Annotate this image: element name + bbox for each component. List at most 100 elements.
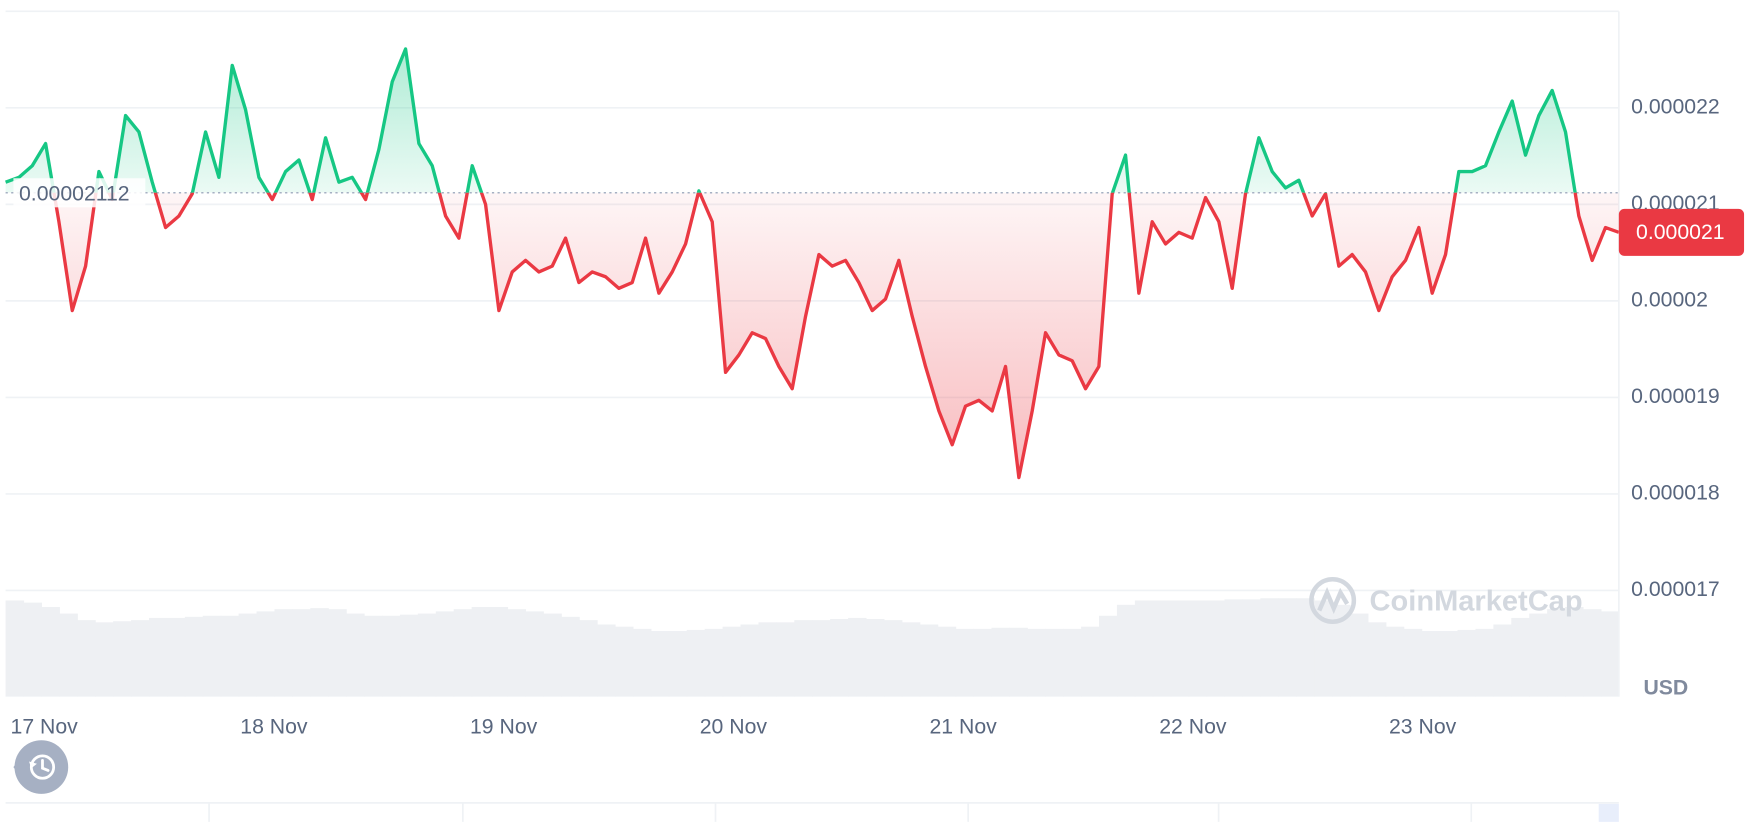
volume-bar [1134, 600, 1154, 697]
volume-bar [1439, 631, 1459, 697]
volume-bar [220, 615, 240, 697]
volume-bar [883, 620, 903, 697]
volume-bar [615, 626, 634, 697]
label-layer: 0.000017 0.000018 0.000019 0.00002 0.000021 0… [11, 94, 1745, 739]
x-tick-label: 23 Nov [1389, 715, 1457, 739]
volume-bar [704, 628, 724, 697]
volume-bar [1493, 624, 1512, 697]
volume-bar [41, 607, 60, 697]
volume-bar [489, 607, 509, 697]
volume-bar [274, 609, 293, 697]
volume-bar [346, 613, 365, 697]
volume-bar [937, 626, 957, 697]
volume-bar [794, 620, 813, 697]
volume-bar [399, 614, 419, 697]
volume-bar [525, 611, 544, 697]
volume-bar [1403, 628, 1423, 697]
volume-bar [1188, 600, 1208, 697]
volume-bar [955, 628, 975, 697]
volume-bar [1260, 598, 1279, 697]
volume-bar [471, 607, 491, 697]
volume-bar [901, 622, 921, 697]
volume-bar [184, 616, 204, 697]
volume-bar [1314, 600, 1333, 697]
volume-bar [1349, 613, 1369, 697]
volume-bar [632, 628, 652, 697]
volume-bar [113, 621, 132, 697]
price-tag [1618, 208, 1745, 256]
volume-bar [1511, 617, 1530, 697]
volume-bar [23, 602, 42, 697]
volume-bar [776, 622, 795, 697]
volume-bar [59, 613, 78, 697]
volume-bar [1385, 626, 1405, 697]
volume-bar [364, 615, 383, 697]
volume-bar [1565, 607, 1584, 697]
volume-bar [1529, 613, 1548, 697]
volume-bar [1600, 611, 1620, 697]
x-tick-label: 17 Nov [11, 715, 79, 739]
volume-bar [668, 631, 688, 697]
x-tick-label: 20 Nov [700, 715, 768, 739]
volume-bar [848, 617, 867, 697]
volume-bar [1367, 622, 1387, 697]
baseline-label-bg [13, 178, 146, 208]
volume-bar [1421, 631, 1441, 697]
y-tick-label: 0.000022 [1631, 94, 1720, 118]
volume-bar [686, 629, 706, 697]
volume-bar [131, 620, 150, 697]
volume-bar [1045, 628, 1064, 697]
area-up [5, 48, 1619, 193]
volume-bar [1457, 629, 1477, 697]
volume-bar [292, 609, 311, 697]
volume-bar [5, 600, 25, 697]
volume-bar [166, 617, 186, 697]
volume-bar [1582, 609, 1602, 697]
history-button[interactable] [13, 740, 69, 794]
volume-bar [1475, 628, 1494, 697]
volume-bar [95, 622, 114, 697]
volume-bar [1206, 600, 1226, 697]
volume-bar [453, 609, 473, 697]
volume-bar [77, 620, 96, 697]
y-tick-label: 0.00002 [1631, 288, 1708, 312]
y-tick-label: 0.000017 [1631, 577, 1720, 601]
volume-bar [722, 626, 742, 697]
volume-bar [597, 624, 616, 697]
volume-bar [758, 622, 777, 697]
price-tag-label: 0.000021 [1636, 220, 1725, 244]
volume-bar [1009, 627, 1028, 697]
volume-bar [1332, 604, 1351, 697]
volume-bar [1278, 598, 1297, 697]
volume-bar [1296, 598, 1315, 697]
volume-bar [1027, 628, 1046, 697]
y-tick-label: 0.000019 [1631, 384, 1720, 408]
volume-bar [202, 615, 222, 697]
x-tick-label: 22 Nov [1159, 715, 1227, 739]
volume-bar [1547, 609, 1566, 697]
volume-bar [1116, 604, 1136, 697]
range-handle[interactable] [1598, 803, 1619, 822]
volume-bar [417, 613, 437, 697]
volume-bar [865, 619, 885, 697]
x-tick-label: 18 Nov [240, 715, 308, 739]
volume-bar [561, 616, 580, 697]
volume-bar [973, 628, 993, 697]
volume-bar [1224, 599, 1243, 697]
y-tick-label: 0.000018 [1631, 481, 1720, 505]
volume-bar [740, 624, 759, 697]
baseline-label: 0.00002112 [19, 182, 130, 206]
x-tick-label: 21 Nov [930, 715, 998, 739]
volume-bar [919, 624, 939, 697]
volume-bar [238, 613, 258, 697]
watermark: CoinMarketCap [1370, 585, 1583, 617]
volume-bar [812, 620, 831, 697]
volume-bar [1242, 599, 1261, 697]
volume-bar [543, 613, 562, 697]
volume-bar [650, 631, 670, 697]
volume-bar [328, 609, 347, 697]
watermark-logo [1309, 577, 1357, 624]
volume-bar [1099, 615, 1118, 697]
